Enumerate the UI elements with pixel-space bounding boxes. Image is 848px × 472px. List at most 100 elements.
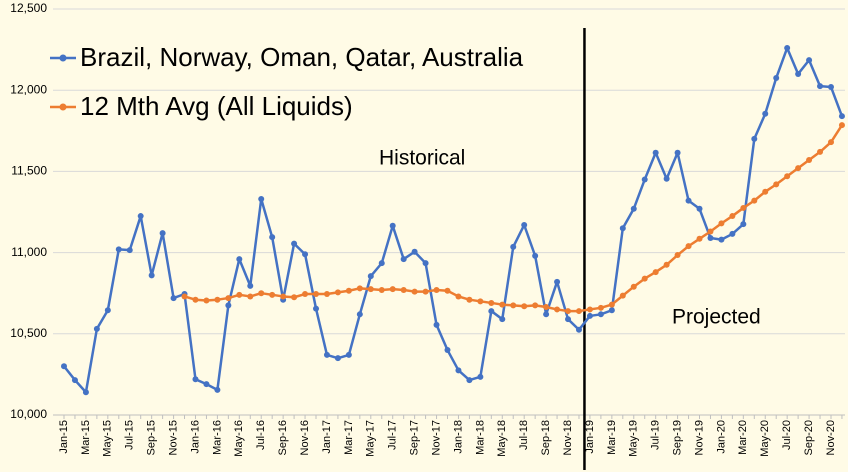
legend-marker	[59, 103, 67, 111]
x-tick-label: Jul-17	[387, 420, 399, 450]
point	[466, 296, 473, 303]
point	[663, 261, 670, 268]
point	[269, 291, 276, 298]
point	[696, 205, 703, 212]
point	[378, 260, 385, 267]
point	[323, 351, 330, 358]
point	[674, 252, 681, 259]
x-tick-label: Mar-17	[343, 420, 355, 455]
point	[313, 305, 320, 312]
y-tick-label: 10,500	[10, 326, 47, 340]
x-tick-label: Jul-19	[650, 420, 662, 450]
point	[455, 367, 462, 374]
point	[477, 373, 484, 380]
point	[71, 377, 78, 384]
point	[455, 293, 462, 300]
point	[827, 83, 834, 90]
point	[817, 148, 824, 155]
x-tick-label: May-15	[102, 420, 114, 457]
x-tick-label: Jan-19	[584, 420, 596, 454]
point	[565, 316, 572, 323]
point	[302, 251, 309, 258]
point	[685, 243, 692, 250]
point	[269, 234, 276, 241]
point	[543, 304, 550, 311]
point	[696, 235, 703, 242]
point	[148, 272, 155, 279]
point	[784, 173, 791, 180]
x-tick-label: Nov-19	[693, 420, 705, 455]
point	[192, 296, 199, 303]
point	[663, 175, 670, 182]
point	[258, 290, 265, 297]
point	[838, 113, 845, 120]
point	[652, 269, 659, 276]
y-tick-label: 12,000	[10, 82, 47, 96]
point	[597, 304, 604, 311]
point	[126, 247, 133, 254]
point	[225, 295, 232, 302]
y-tick-label: 12,500	[10, 1, 47, 15]
point	[422, 288, 429, 295]
point	[236, 291, 243, 298]
point	[718, 220, 725, 227]
x-tick-label: Sep-17	[409, 420, 421, 455]
x-tick-label: Sep-15	[146, 420, 158, 455]
point	[608, 307, 615, 314]
point	[247, 293, 254, 300]
point	[488, 308, 495, 315]
point	[740, 204, 747, 211]
x-tick-label: Nov-15	[167, 420, 179, 455]
point	[510, 243, 517, 250]
point	[795, 165, 802, 172]
point	[203, 297, 210, 304]
point	[389, 222, 396, 229]
y-tick-label: 11,500	[11, 164, 47, 178]
x-tick-label: Jan-16	[189, 420, 201, 454]
point	[93, 325, 100, 332]
point	[641, 275, 648, 282]
point	[565, 308, 572, 315]
point	[345, 287, 352, 294]
x-tick-label: Mar-20	[737, 420, 749, 455]
x-tick-label: Jan-17	[321, 420, 333, 454]
point	[444, 347, 451, 354]
point	[597, 311, 604, 318]
point	[367, 273, 374, 280]
point	[586, 306, 593, 313]
legend-label: Brazil, Norway, Oman, Qatar, Australia	[80, 42, 524, 72]
point	[510, 302, 517, 309]
point	[137, 213, 144, 220]
point	[762, 188, 769, 195]
point	[806, 57, 813, 64]
point	[334, 289, 341, 296]
y-tick-label: 11,000	[11, 245, 47, 259]
point	[323, 291, 330, 298]
x-tick-label: Jan-15	[58, 420, 70, 454]
legend-marker	[59, 54, 67, 62]
point	[521, 221, 528, 228]
point	[280, 293, 287, 300]
point	[773, 181, 780, 188]
point	[641, 176, 648, 183]
point	[225, 302, 232, 309]
point	[521, 303, 528, 310]
point	[411, 248, 418, 255]
y-tick-label: 10,000	[10, 407, 47, 421]
point	[313, 291, 320, 298]
point	[499, 301, 506, 308]
point	[784, 44, 791, 51]
point	[400, 256, 407, 263]
point	[762, 110, 769, 117]
point	[356, 311, 363, 318]
x-tick-label: Sep-18	[540, 420, 552, 455]
x-tick-label: May-20	[759, 420, 771, 457]
point	[367, 286, 374, 293]
annotation: Projected	[672, 306, 761, 329]
point	[674, 149, 681, 156]
x-tick-label: May-16	[233, 420, 245, 457]
point	[729, 230, 736, 237]
x-tick-label: May-18	[496, 420, 508, 457]
